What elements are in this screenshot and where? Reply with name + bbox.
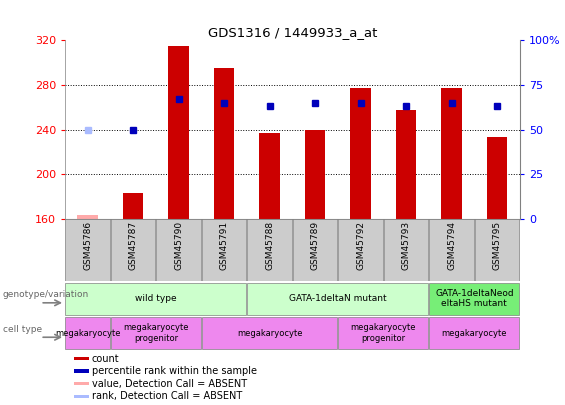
- Text: GSM45787: GSM45787: [129, 221, 138, 270]
- Text: cell type: cell type: [3, 324, 42, 334]
- Bar: [475, 220, 519, 281]
- Bar: [74, 369, 89, 373]
- Text: megakaryocyte: megakaryocyte: [55, 328, 120, 338]
- Text: count: count: [92, 354, 119, 364]
- Bar: [74, 357, 89, 360]
- Bar: [111, 317, 201, 349]
- Text: GSM45788: GSM45788: [265, 221, 274, 270]
- Bar: [202, 220, 246, 281]
- Bar: [66, 317, 110, 349]
- Bar: [338, 220, 383, 281]
- Bar: [66, 220, 110, 281]
- Bar: [487, 137, 507, 219]
- Text: GSM45791: GSM45791: [220, 221, 229, 270]
- Bar: [202, 317, 337, 349]
- Text: value, Detection Call = ABSENT: value, Detection Call = ABSENT: [92, 379, 247, 389]
- Bar: [74, 382, 89, 385]
- Bar: [247, 283, 428, 315]
- Bar: [384, 220, 428, 281]
- Bar: [429, 283, 519, 315]
- Bar: [214, 68, 234, 219]
- Bar: [429, 317, 519, 349]
- Bar: [259, 133, 280, 219]
- Text: GSM45790: GSM45790: [174, 221, 183, 270]
- Text: wild type: wild type: [135, 294, 177, 303]
- Bar: [74, 394, 89, 398]
- Bar: [441, 88, 462, 219]
- Bar: [77, 215, 98, 219]
- Text: megakaryocyte
progenitor: megakaryocyte progenitor: [351, 324, 416, 343]
- Text: GSM45786: GSM45786: [83, 221, 92, 270]
- Bar: [429, 220, 474, 281]
- Text: GSM45794: GSM45794: [447, 221, 456, 270]
- Text: GSM45793: GSM45793: [402, 221, 411, 270]
- Text: GATA-1deltaN mutant: GATA-1deltaN mutant: [289, 294, 386, 303]
- Text: genotype/variation: genotype/variation: [3, 290, 89, 299]
- Text: percentile rank within the sample: percentile rank within the sample: [92, 366, 257, 376]
- Bar: [66, 283, 246, 315]
- Text: megakaryocyte
progenitor: megakaryocyte progenitor: [123, 324, 189, 343]
- Text: megakaryocyte: megakaryocyte: [442, 328, 507, 338]
- Bar: [111, 220, 155, 281]
- Text: GATA-1deltaNeod
eltaHS mutant: GATA-1deltaNeod eltaHS mutant: [435, 289, 514, 308]
- Bar: [350, 88, 371, 219]
- Bar: [123, 193, 144, 219]
- Bar: [168, 46, 189, 219]
- Bar: [247, 220, 292, 281]
- Bar: [305, 130, 325, 219]
- Text: megakaryocyte: megakaryocyte: [237, 328, 302, 338]
- Text: rank, Detection Call = ABSENT: rank, Detection Call = ABSENT: [92, 391, 242, 401]
- Bar: [157, 220, 201, 281]
- Text: GSM45795: GSM45795: [493, 221, 502, 270]
- Title: GDS1316 / 1449933_a_at: GDS1316 / 1449933_a_at: [208, 26, 377, 39]
- Bar: [293, 220, 337, 281]
- Bar: [396, 109, 416, 219]
- Text: GSM45789: GSM45789: [311, 221, 320, 270]
- Text: GSM45792: GSM45792: [356, 221, 365, 270]
- Bar: [338, 317, 428, 349]
